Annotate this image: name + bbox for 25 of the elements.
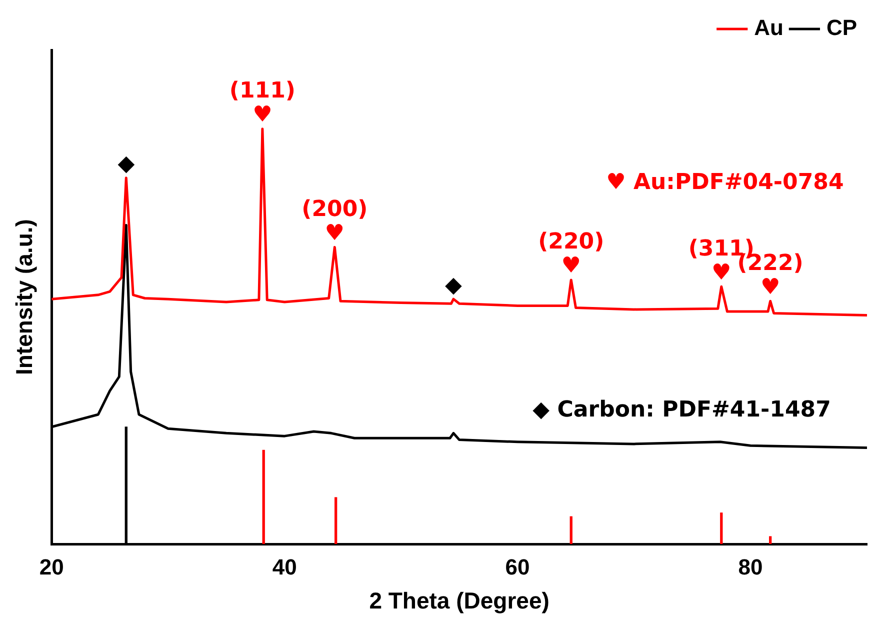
annotation: (200) [302, 196, 368, 222]
annotation: ♥ [712, 260, 732, 286]
annotation: (111) [229, 78, 296, 104]
bar [720, 512, 723, 544]
bar [262, 450, 265, 544]
annotation: ◆ [445, 272, 462, 298]
x-tick-label: 40 [272, 554, 297, 580]
annotation: ♥ [760, 274, 780, 300]
annotation: ♥ Au:PDF#04-0784 [606, 170, 844, 196]
annotation: (220) [538, 230, 604, 255]
x-tick-label: 80 [738, 554, 763, 580]
y-axis-title: Intensity (a.u.) [11, 219, 38, 375]
legend-label: CP [826, 15, 857, 40]
x-tick-label: 60 [505, 554, 530, 580]
annotation: ◆ [118, 152, 135, 177]
x-axis-title: 2 Theta (Degree) [369, 588, 550, 614]
annotation: ♥ [252, 102, 272, 128]
annotation: ♥ [324, 220, 345, 246]
bar [768, 536, 772, 544]
legend-label: Au [754, 15, 784, 40]
x-tick-label: 20 [39, 554, 64, 580]
bar [334, 497, 338, 544]
bar [570, 516, 572, 544]
annotation: ◆ Carbon: PDF#41-1487 [532, 397, 831, 422]
annotation: ♥ [561, 254, 581, 279]
